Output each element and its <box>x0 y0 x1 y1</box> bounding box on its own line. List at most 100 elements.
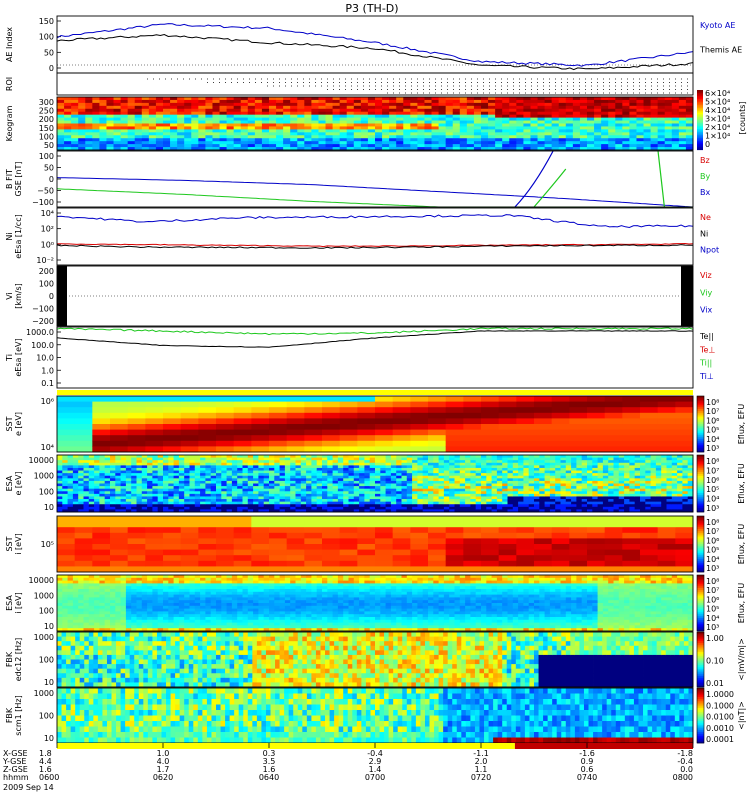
esa-e-cell <box>549 455 556 458</box>
esa-e-cell <box>549 501 556 505</box>
keogram-cell <box>346 111 355 116</box>
esa-e-cell <box>210 462 217 466</box>
esa-e-cell <box>555 488 561 492</box>
esa-e-cell <box>618 478 625 482</box>
sst-e-cell <box>498 396 517 402</box>
esa-e-cell <box>200 499 206 503</box>
esa-e-cell <box>242 462 249 466</box>
keogram-cell <box>134 135 143 139</box>
keogram-cell <box>247 108 256 113</box>
esa-e-cell <box>406 483 413 487</box>
esa-e-cell <box>390 480 397 484</box>
esa-e-cell <box>592 493 598 497</box>
esa-e-cell <box>67 504 74 508</box>
esa-e-cell <box>491 465 498 469</box>
esa-e-cell <box>115 491 121 495</box>
sst-e-cell <box>569 446 588 453</box>
esa-e-cell <box>295 488 302 492</box>
keogram-cell <box>64 114 72 119</box>
esa-e-cell <box>216 465 222 469</box>
esa-e-cell <box>348 501 355 505</box>
keogram-cell <box>685 102 694 107</box>
esa-e-cell <box>157 473 164 477</box>
esa-e-cell <box>385 504 392 508</box>
keogram-cell <box>495 97 503 101</box>
esa-e-cell <box>205 501 212 505</box>
esa-e-cell <box>210 504 217 508</box>
keogram-cell <box>629 132 637 136</box>
esa-e-cell <box>592 465 598 469</box>
sst-e-cell <box>127 440 146 447</box>
keogram-cell <box>332 147 341 151</box>
sst-e-cell <box>216 429 235 436</box>
sst-e-cell <box>110 407 129 414</box>
esa-e-cell <box>401 470 408 474</box>
esa-e-cell <box>496 496 503 500</box>
keogram-cell <box>71 144 79 148</box>
keogram-cell <box>261 117 270 121</box>
keogram-cell <box>177 102 185 107</box>
esa-e-cell <box>316 491 323 495</box>
sst-i-cell <box>410 521 429 528</box>
esa-e-cell <box>125 483 132 487</box>
esa-e-cell <box>88 506 95 510</box>
sst-e-cell <box>127 412 146 419</box>
esa-e-cell <box>459 462 466 466</box>
esa-e-cell <box>253 478 259 482</box>
esa-e-cell <box>523 480 530 484</box>
keogram-cell <box>685 147 694 151</box>
esa-e-cell <box>226 480 233 484</box>
esa-e-cell <box>231 457 238 461</box>
esa-e-cell <box>544 488 551 492</box>
esa-e-cell <box>475 493 482 497</box>
sst-e-cell <box>534 435 553 442</box>
esa-e-cell <box>677 475 683 479</box>
keogram-cell <box>424 129 432 133</box>
keogram-cell <box>403 126 411 130</box>
esa-e-cell <box>104 470 111 474</box>
keogram-cell <box>155 97 164 101</box>
keogram-cell <box>643 144 651 148</box>
keogram-cell <box>466 117 475 121</box>
esa-e-cell <box>173 470 180 474</box>
esa-e-cell <box>454 496 461 500</box>
keogram-cell <box>579 117 588 121</box>
esa-e-cell <box>597 467 604 471</box>
keogram-cell <box>452 105 461 110</box>
keogram-cell <box>375 108 383 113</box>
esa-e-cell <box>534 455 540 458</box>
esa-e-cell <box>258 496 265 500</box>
keogram-cell <box>523 99 531 104</box>
keogram-cell <box>495 111 503 116</box>
esa-e-cell <box>359 509 365 513</box>
sst-e-cell <box>216 424 235 430</box>
esa-e-cell <box>300 496 307 500</box>
keogram-cell <box>537 129 545 133</box>
sst-e-cell <box>216 440 235 447</box>
keogram-cell <box>396 99 404 104</box>
esa-e-cell <box>194 486 201 490</box>
esa-e-cell <box>88 455 95 458</box>
keogram-cell <box>290 102 298 107</box>
keogram-cell <box>594 138 602 142</box>
keogram-cell <box>148 102 157 107</box>
keogram-cell <box>64 99 72 104</box>
esa-e-cell <box>496 475 503 479</box>
keogram-cell <box>346 138 355 142</box>
esa-e-cell <box>534 470 540 474</box>
esa-e-cell <box>465 465 471 469</box>
esa-e-cell <box>147 486 153 490</box>
esa-e-cell <box>141 457 148 461</box>
esa-e-cell <box>555 509 561 513</box>
keogram-cell <box>516 111 524 116</box>
keogram-cell <box>148 126 157 130</box>
sst-e-cell <box>516 435 535 442</box>
sst-i-cell <box>286 521 305 528</box>
esa-e-cell <box>661 473 667 477</box>
esa-e-cell <box>491 499 498 503</box>
keogram-cell <box>163 147 171 151</box>
esa-e-cell <box>200 480 206 484</box>
esa-e-cell <box>613 509 620 513</box>
esa-e-cell <box>189 470 196 474</box>
keogram-cell <box>113 105 121 110</box>
